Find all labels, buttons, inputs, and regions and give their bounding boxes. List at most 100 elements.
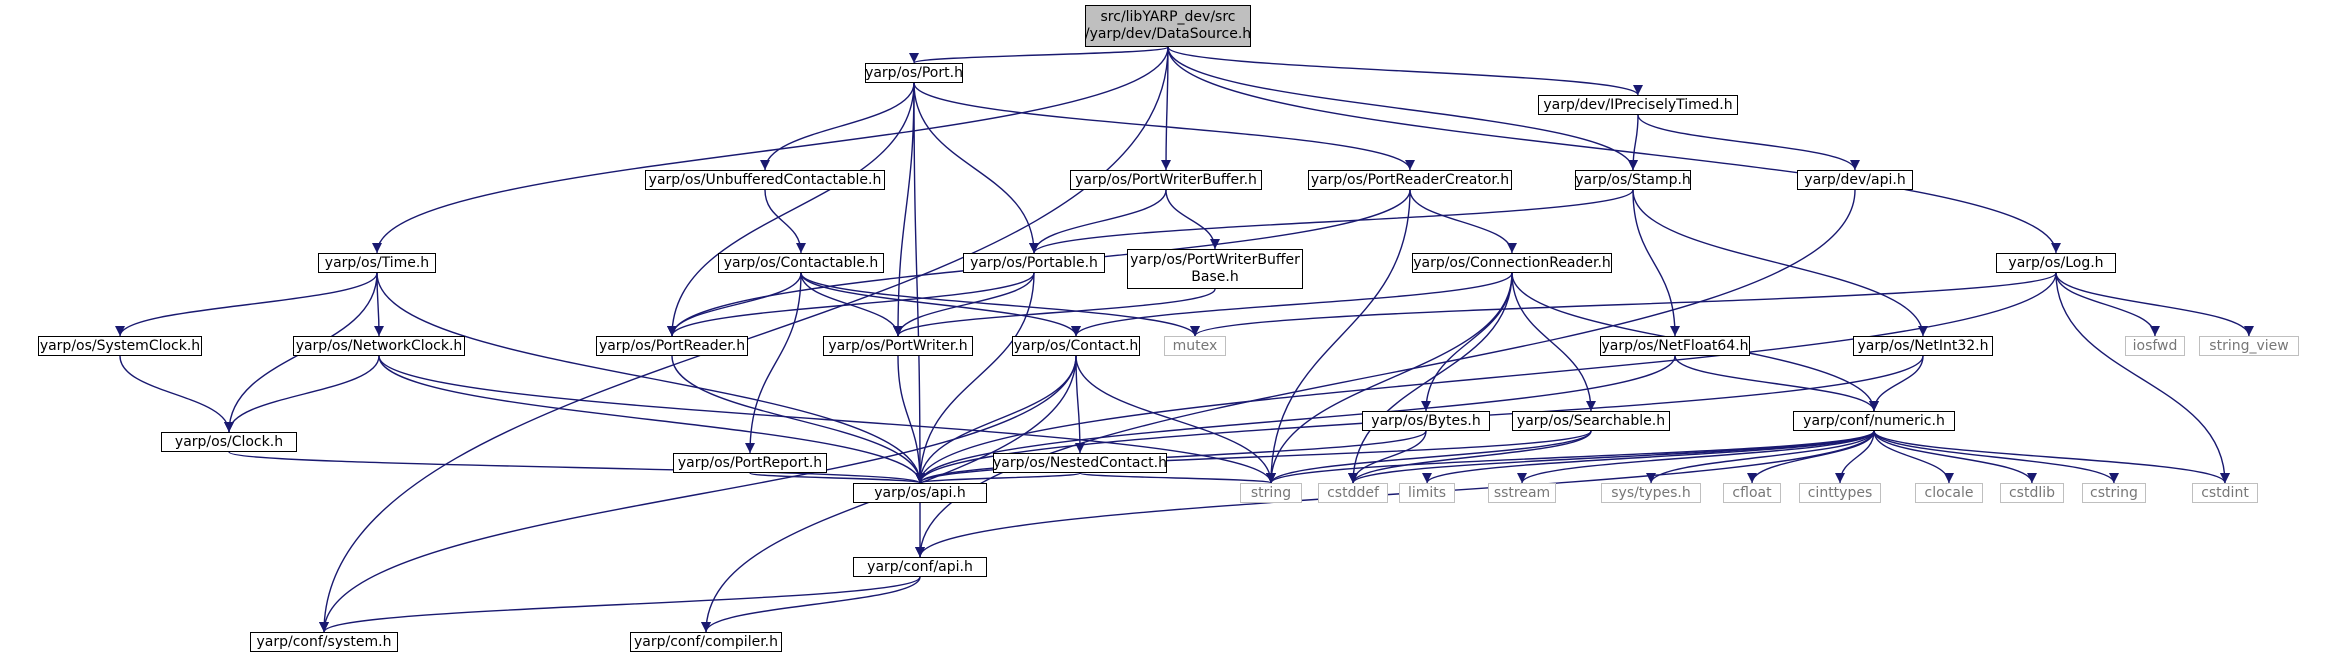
edge-port-to-uc <box>760 82 915 171</box>
edge-search-to-osapi <box>915 430 1592 484</box>
node-label: yarp/os/NetworkClock.h <box>295 337 463 354</box>
edge-ctb-to-pr <box>667 272 802 337</box>
node-label: yarp/os/Time.h <box>324 254 430 271</box>
edge-log-to-sv <box>2055 272 2254 337</box>
node-label: cstddef <box>1327 484 1379 501</box>
node-limits: limits <box>1399 483 1455 503</box>
edge-contact-to-system <box>319 355 1077 633</box>
node-label: yarp/os/NestedContact.h <box>993 454 1167 471</box>
node-devapi[interactable]: yarp/dev/api.h <box>1797 170 1913 190</box>
node-compiler[interactable]: yarp/conf/compiler.h <box>630 632 782 652</box>
node-mutex: mutex <box>1164 336 1226 356</box>
edge-ipt-to-stamp <box>1628 114 1639 171</box>
node-ni32[interactable]: yarp/os/NetInt32.h <box>1853 336 1993 356</box>
node-label: string_view <box>2209 337 2289 354</box>
node-clocale: clocale <box>1915 483 1983 503</box>
node-preport[interactable]: yarp/os/PortReport.h <box>673 453 827 473</box>
node-label: yarp/os/PortReport.h <box>677 454 823 471</box>
node-pw[interactable]: yarp/os/PortWriter.h <box>823 336 973 356</box>
node-numeric[interactable]: yarp/conf/numeric.h <box>1793 411 1955 431</box>
edge-stamp-to-nf64 <box>1632 189 1680 337</box>
node-sc[interactable]: yarp/os/SystemClock.h <box>38 336 202 356</box>
edge-ds-to-time <box>372 46 1169 254</box>
node-contact[interactable]: yarp/os/Contact.h <box>1012 336 1140 356</box>
node-label: yarp/os/Log.h <box>2008 254 2104 271</box>
node-label: cinttypes <box>1807 484 1873 501</box>
node-bytes[interactable]: yarp/os/Bytes.h <box>1362 411 1490 431</box>
node-uc[interactable]: yarp/os/UnbufferedContactable.h <box>645 170 885 190</box>
node-log[interactable]: yarp/os/Log.h <box>1996 253 2116 273</box>
node-cstdint: cstdint <box>2192 483 2258 503</box>
edge-ds-to-pwb <box>1161 46 1172 171</box>
node-label: limits <box>1407 484 1447 501</box>
node-label: yarp/os/Portable.h <box>970 254 1098 271</box>
node-time[interactable]: yarp/os/Time.h <box>318 253 436 273</box>
node-pwbb[interactable]: yarp/os/PortWriterBuffer Base.h <box>1127 249 1303 289</box>
edge-log-to-iosfwd <box>2055 272 2160 337</box>
node-cstddef: cstddef <box>1318 483 1388 503</box>
node-label: yarp/os/PortReader.h <box>598 337 746 354</box>
node-label: clocale <box>1924 484 1974 501</box>
node-label: yarp/os/Contact.h <box>1013 337 1139 354</box>
node-label: yarp/os/Bytes.h <box>1371 412 1481 429</box>
node-prc[interactable]: yarp/os/PortReaderCreator.h <box>1308 170 1512 190</box>
node-label: string <box>1250 484 1292 501</box>
node-pwb[interactable]: yarp/os/PortWriterBuffer.h <box>1070 170 1262 190</box>
node-sstream: sstream <box>1488 483 1556 503</box>
edge-nc-to-osapi <box>378 355 925 484</box>
node-pr[interactable]: yarp/os/PortReader.h <box>596 336 748 356</box>
node-label: yarp/os/Clock.h <box>174 433 284 450</box>
edge-clock-to-osapi <box>228 451 925 484</box>
edge-ncontact-to-string <box>1079 472 1276 484</box>
edge-ds-to-stamp <box>1167 46 1638 171</box>
edge-ds-to-port <box>909 46 1169 64</box>
node-ipt[interactable]: yarp/dev/IPreciselyTimed.h <box>1538 95 1738 115</box>
edge-search-to-string <box>1266 430 1592 484</box>
node-cstring: cstring <box>2082 483 2146 503</box>
node-ncontact[interactable]: yarp/os/NestedContact.h <box>993 453 1167 473</box>
node-label: sys/types.h <box>1611 484 1691 501</box>
edge-ds-to-log <box>1167 46 2061 254</box>
edge-preport-to-osapi <box>749 472 925 484</box>
node-systypes: sys/types.h <box>1601 483 1701 503</box>
edge-time-to-sc <box>115 272 378 337</box>
edge-time-to-osapi <box>376 272 925 484</box>
node-clock[interactable]: yarp/os/Clock.h <box>161 432 297 452</box>
edge-port2-to-pw <box>893 272 1035 337</box>
node-string: string <box>1240 483 1302 503</box>
edge-confapi-to-compiler <box>701 576 921 633</box>
edge-pr-to-osapi <box>671 355 925 484</box>
node-label: yarp/conf/numeric.h <box>1803 412 1945 429</box>
node-port[interactable]: yarp/os/Port.h <box>865 63 963 83</box>
node-port2[interactable]: yarp/os/Portable.h <box>963 253 1105 273</box>
node-stamp[interactable]: yarp/os/Stamp.h <box>1575 170 1691 190</box>
node-label: yarp/os/NetInt32.h <box>1857 337 1989 354</box>
node-ds[interactable]: src/libYARP_dev/src /yarp/dev/DataSource… <box>1085 5 1251 47</box>
edge-pw-to-osapi <box>897 355 925 484</box>
node-label: mutex <box>1172 337 1218 354</box>
node-cr[interactable]: yarp/os/ConnectionReader.h <box>1412 253 1612 273</box>
node-label: cfloat <box>1732 484 1772 501</box>
edge-port-to-pw <box>893 82 915 337</box>
edge-numeric-to-cinttypes <box>1835 430 1875 484</box>
edge-ctb-to-mutex <box>800 272 1200 337</box>
node-label: yarp/os/Searchable.h <box>1516 412 1666 429</box>
edge-prc-to-cr <box>1409 189 1517 254</box>
node-system[interactable]: yarp/conf/system.h <box>250 632 398 652</box>
edge-port-to-pr <box>667 82 915 337</box>
edge-cr-to-string <box>1266 272 1513 484</box>
edge-cr-to-contact <box>1071 272 1513 337</box>
edge-confapi-to-system <box>319 576 921 633</box>
node-confapi[interactable]: yarp/conf/api.h <box>853 557 987 577</box>
node-label: yarp/os/Port.h <box>865 64 963 81</box>
node-osapi[interactable]: yarp/os/api.h <box>853 483 987 503</box>
edge-numeric-to-clocale <box>1873 430 1954 484</box>
node-label: yarp/os/SystemClock.h <box>39 337 201 354</box>
node-search[interactable]: yarp/os/Searchable.h <box>1512 411 1670 431</box>
edge-log-to-cstdint <box>2055 272 2230 484</box>
node-nc[interactable]: yarp/os/NetworkClock.h <box>293 336 465 356</box>
node-nf64[interactable]: yarp/os/NetFloat64.h <box>1600 336 1750 356</box>
node-ctb[interactable]: yarp/os/Contactable.h <box>718 253 884 273</box>
node-cfloat: cfloat <box>1723 483 1781 503</box>
